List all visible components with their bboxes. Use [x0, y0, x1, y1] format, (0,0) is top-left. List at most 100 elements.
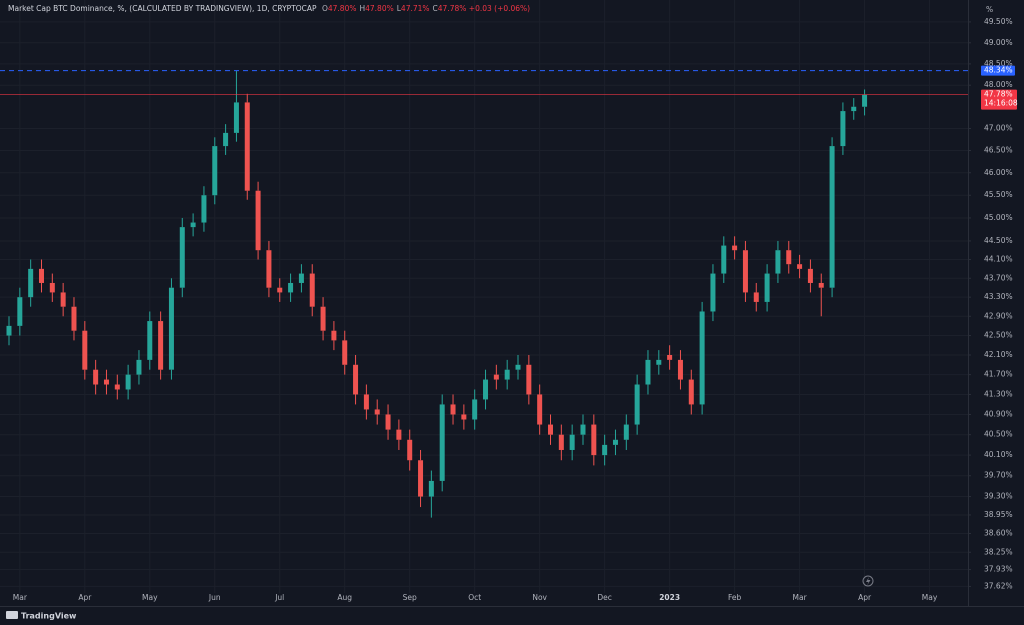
candle	[797, 254, 803, 279]
candle-body	[244, 102, 250, 191]
candle	[244, 93, 250, 200]
candle	[288, 273, 294, 302]
candle	[862, 89, 868, 116]
y-tick-label: 42.50%	[984, 331, 1013, 340]
y-tick-label: 43.30%	[984, 292, 1013, 301]
candle-body	[168, 287, 174, 370]
candle	[634, 374, 640, 435]
candle-body	[374, 409, 380, 415]
candle	[255, 181, 261, 260]
candle	[223, 124, 229, 155]
candle-body	[515, 364, 521, 370]
candle-body	[829, 146, 835, 288]
candle	[677, 350, 683, 390]
candle-body	[147, 321, 153, 360]
y-tick-label: 38.60%	[984, 529, 1013, 538]
candle	[807, 259, 813, 293]
y-tick-label: 43.70%	[984, 273, 1013, 282]
candle-body	[569, 434, 575, 450]
candle	[407, 429, 413, 471]
candle	[49, 273, 55, 302]
candle	[168, 278, 174, 380]
candle	[472, 389, 478, 430]
y-tick-label: 39.30%	[984, 492, 1013, 501]
candle-body	[818, 282, 824, 288]
candle-body	[493, 374, 499, 380]
candle-body	[667, 354, 673, 360]
candle-body	[797, 264, 803, 269]
candle-body	[602, 444, 608, 456]
candle-body	[309, 273, 315, 307]
candle-body	[363, 394, 369, 410]
candle	[396, 419, 402, 450]
candle	[829, 137, 835, 298]
candle	[190, 213, 196, 237]
candle	[450, 394, 456, 425]
x-tick-label: Apr	[78, 593, 92, 602]
x-tick-label: Jun	[208, 593, 221, 602]
candle	[515, 354, 521, 380]
candle-body	[179, 227, 185, 288]
candle-body	[288, 282, 294, 293]
candle-body	[201, 195, 207, 223]
candle-body	[612, 439, 618, 445]
candle	[710, 264, 716, 322]
candle	[493, 364, 499, 390]
candle	[656, 350, 662, 375]
candle	[548, 414, 553, 445]
ohlc-key: C	[432, 4, 438, 13]
price-label: 47.78%	[984, 90, 1013, 99]
candle	[526, 354, 532, 405]
y-tick-label: 40.90%	[984, 409, 1013, 418]
candle-body	[580, 424, 586, 435]
candle-body	[277, 287, 283, 293]
x-tick-label: Sep	[403, 593, 417, 602]
y-tick-label: 42.90%	[984, 311, 1013, 320]
candle-body	[591, 424, 597, 456]
candle-body	[428, 480, 434, 497]
candle-body	[396, 429, 402, 440]
ohlc-values: O47.80% H47.80% L47.71% C47.78%	[319, 4, 469, 13]
candle-body	[764, 273, 770, 302]
brand-logo	[6, 611, 18, 619]
candle-body	[840, 111, 846, 147]
y-tick-label: 37.93%	[984, 565, 1013, 574]
candle	[580, 414, 586, 445]
candle	[28, 259, 34, 307]
y-tick-label: 48.00%	[984, 80, 1013, 89]
ohlc-key: O	[321, 4, 328, 13]
candle	[82, 321, 88, 380]
candle	[818, 273, 824, 317]
y-unit: %	[986, 5, 993, 14]
candle	[786, 240, 792, 274]
candle-body	[158, 321, 164, 370]
candle	[353, 354, 359, 405]
candle	[612, 429, 618, 456]
y-tick-label: 40.50%	[984, 430, 1013, 439]
candle	[233, 70, 239, 142]
candle	[699, 301, 705, 415]
candle-body	[807, 268, 813, 283]
candle	[38, 259, 44, 293]
candle-body	[407, 439, 413, 461]
candle-body	[125, 374, 131, 390]
y-tick-label: 46.50%	[984, 146, 1013, 155]
legend-header: Market Cap BTC Dominance, %, (CALCULATED…	[8, 4, 530, 13]
x-tick-label: Oct	[468, 593, 481, 602]
candle-body	[504, 369, 510, 380]
ohlc-value: 47.78%	[437, 4, 467, 13]
candle-body	[17, 297, 23, 326]
candle	[266, 240, 272, 298]
candle	[418, 449, 424, 508]
candle-body	[688, 379, 694, 405]
symbol-title: Market Cap BTC Dominance, %, (CALCULATED…	[8, 4, 317, 13]
y-tick-label: 40.10%	[984, 450, 1013, 459]
candle-body	[93, 369, 99, 385]
candle-body	[49, 282, 55, 293]
candle-body	[461, 414, 467, 420]
candle	[385, 404, 391, 440]
ohlc-value: 47.80%	[327, 4, 357, 13]
candle-body	[114, 384, 120, 390]
